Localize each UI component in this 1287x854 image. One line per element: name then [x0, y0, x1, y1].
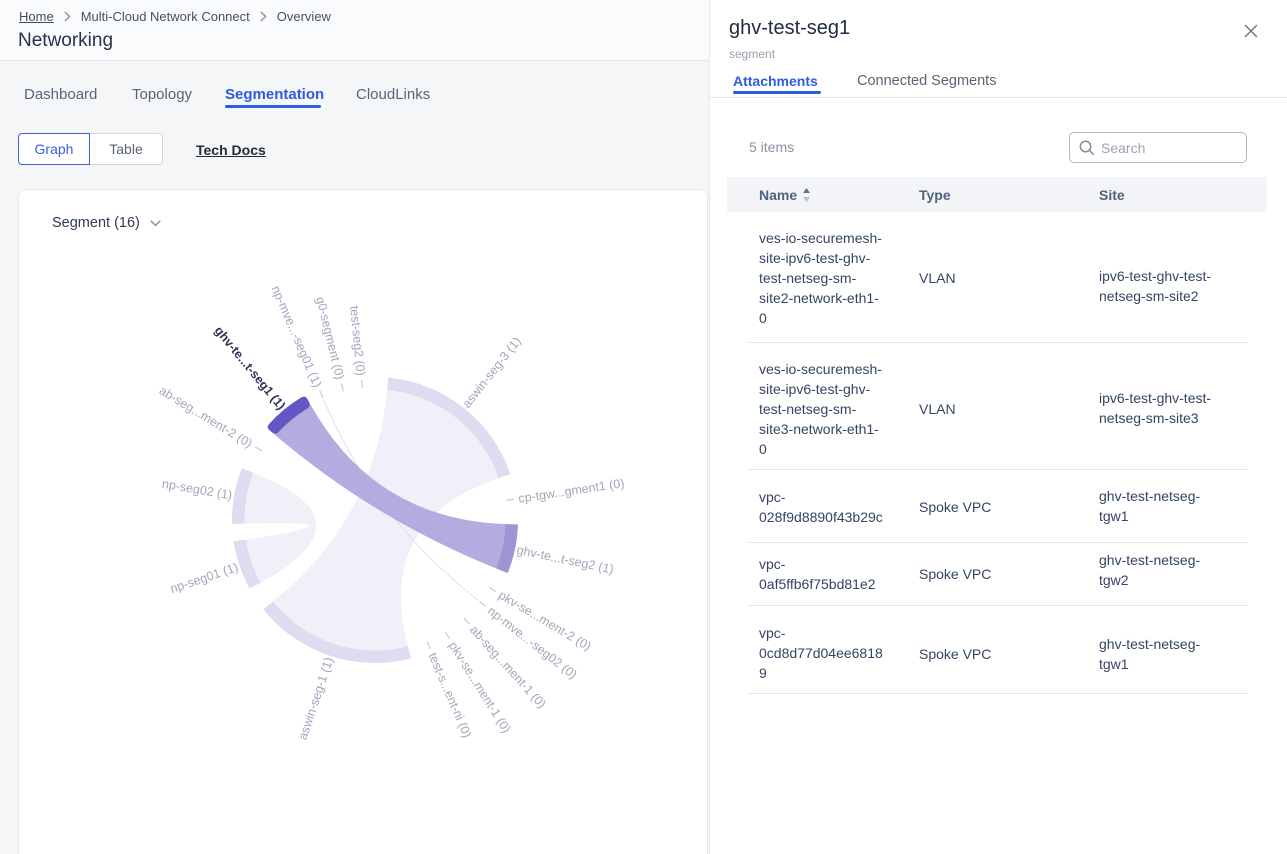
svg-text:cp-tgw...gment1 (0): cp-tgw...gment1 (0) — [517, 476, 625, 506]
svg-text:aswin-seg-1 (1): aswin-seg-1 (1) — [296, 655, 336, 741]
svg-text:np-seg01 (1): np-seg01 (1) — [168, 560, 240, 596]
svg-text:ghv-te...t-seg2 (1): ghv-te...t-seg2 (1) — [516, 543, 615, 577]
svg-text:ab-seg...ment-2 (0): ab-seg...ment-2 (0) — [157, 383, 255, 450]
svg-text:test-seg2 (0): test-seg2 (0) — [347, 305, 368, 376]
svg-text:np-seg02 (1): np-seg02 (1) — [161, 477, 233, 503]
svg-text:ghv-te...t-seg1 (1): ghv-te...t-seg1 (1) — [212, 324, 289, 413]
svg-text:aswin-seg-3 (1): aswin-seg-3 (1) — [460, 334, 524, 410]
